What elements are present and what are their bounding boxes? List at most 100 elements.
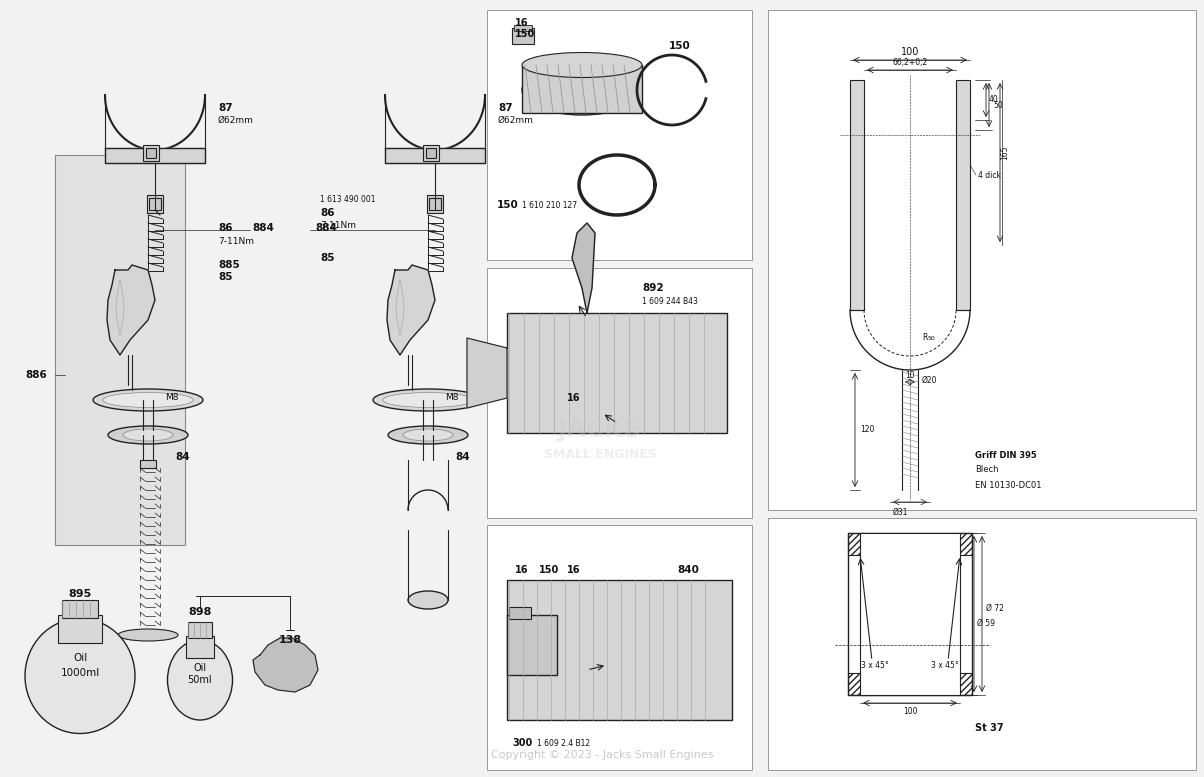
Text: 16: 16 <box>515 18 529 28</box>
Polygon shape <box>467 338 507 408</box>
Bar <box>848 673 972 695</box>
Bar <box>850 80 864 310</box>
Ellipse shape <box>104 392 193 407</box>
Bar <box>188 622 212 638</box>
Bar <box>486 525 752 770</box>
Text: 840: 840 <box>677 565 698 575</box>
Bar <box>860 533 960 695</box>
Text: 7-11Nm: 7-11Nm <box>218 236 254 246</box>
Text: SMALL ENGINES: SMALL ENGINES <box>543 448 656 462</box>
Text: 1 613 490 001: 1 613 490 001 <box>320 196 376 204</box>
Text: 884: 884 <box>315 223 337 233</box>
Ellipse shape <box>108 426 188 444</box>
Bar <box>426 148 436 158</box>
Text: 85: 85 <box>320 253 335 263</box>
Bar <box>61 600 98 618</box>
Text: Ø62mm: Ø62mm <box>498 116 533 124</box>
Bar <box>507 615 557 675</box>
Bar <box>768 518 1196 770</box>
Text: 40: 40 <box>988 96 999 104</box>
Bar <box>486 10 752 260</box>
Text: M8: M8 <box>165 393 178 402</box>
Bar <box>143 145 159 161</box>
Text: 885: 885 <box>218 260 240 270</box>
Text: 84: 84 <box>175 452 189 462</box>
Bar <box>423 145 439 161</box>
Text: 150: 150 <box>497 200 519 210</box>
Bar <box>147 195 163 213</box>
Bar <box>523 65 642 113</box>
Text: 1 610 210 127: 1 610 210 127 <box>523 200 577 210</box>
Polygon shape <box>572 223 595 313</box>
Text: 1000ml: 1000ml <box>60 668 100 678</box>
Text: 138: 138 <box>278 635 301 645</box>
Bar <box>514 25 532 31</box>
Ellipse shape <box>93 389 203 411</box>
Text: 300: 300 <box>512 738 532 748</box>
Text: 886: 886 <box>25 370 47 380</box>
Text: St 37: St 37 <box>975 723 1004 733</box>
Bar <box>146 148 157 158</box>
Text: Ø 72: Ø 72 <box>986 604 1004 612</box>
Ellipse shape <box>167 640 232 720</box>
Polygon shape <box>385 148 485 163</box>
Bar <box>140 460 157 468</box>
Text: 892: 892 <box>642 283 663 293</box>
Text: Griff DIN 395: Griff DIN 395 <box>975 451 1037 459</box>
Text: 86: 86 <box>320 208 335 218</box>
Ellipse shape <box>408 591 448 609</box>
Text: 100: 100 <box>901 47 919 57</box>
Text: M8: M8 <box>445 393 459 402</box>
Bar <box>429 198 441 210</box>
Text: 884: 884 <box>252 223 273 233</box>
Polygon shape <box>107 265 155 355</box>
Polygon shape <box>253 638 318 692</box>
Text: 84: 84 <box>455 452 470 462</box>
Text: 1 609 244 B43: 1 609 244 B43 <box>642 297 698 305</box>
Ellipse shape <box>523 53 642 78</box>
Text: 150: 150 <box>539 565 559 575</box>
Bar <box>512 28 535 44</box>
Bar <box>149 198 161 210</box>
Text: 10: 10 <box>905 371 915 379</box>
Bar <box>509 607 531 619</box>
Text: 50: 50 <box>993 100 1003 110</box>
Bar <box>768 10 1196 510</box>
Text: 150: 150 <box>515 29 536 39</box>
Text: 898: 898 <box>188 607 212 617</box>
Ellipse shape <box>523 65 642 115</box>
Text: 165: 165 <box>1001 145 1009 160</box>
Bar <box>507 580 732 720</box>
Text: EN 10130-DC01: EN 10130-DC01 <box>975 480 1041 490</box>
Bar <box>55 155 185 545</box>
Text: 3 x 45°: 3 x 45° <box>931 660 958 670</box>
Text: Ø 59: Ø 59 <box>976 618 995 628</box>
Text: 1 609 2.4 B12: 1 609 2.4 B12 <box>537 738 590 747</box>
Text: 4 dick: 4 dick <box>978 170 1001 179</box>
Text: Ø31: Ø31 <box>892 507 908 517</box>
Ellipse shape <box>373 389 483 411</box>
Text: Blech: Blech <box>975 465 998 475</box>
Text: 16: 16 <box>567 393 580 403</box>
Ellipse shape <box>383 392 473 407</box>
Bar <box>185 636 214 658</box>
Text: 120: 120 <box>860 426 874 434</box>
Text: JACKS: JACKS <box>557 418 642 442</box>
Bar <box>956 80 970 310</box>
Bar <box>486 268 752 518</box>
Ellipse shape <box>403 429 453 441</box>
Bar <box>848 533 972 555</box>
Text: Ø20: Ø20 <box>922 375 938 385</box>
Text: 16: 16 <box>567 565 580 575</box>
Text: 87: 87 <box>498 103 513 113</box>
Text: R: R <box>922 333 927 343</box>
Text: Copyright © 2023 - Jacks Small Engines: Copyright © 2023 - Jacks Small Engines <box>491 750 713 760</box>
Polygon shape <box>105 148 205 163</box>
Text: 7-11Nm: 7-11Nm <box>320 221 356 231</box>
Text: 150: 150 <box>669 41 691 51</box>
Text: 16: 16 <box>515 565 529 575</box>
Bar <box>58 615 102 643</box>
Text: 895: 895 <box>69 589 92 599</box>
Text: 66,2+0,2: 66,2+0,2 <box>892 58 927 68</box>
Text: 100: 100 <box>903 708 917 716</box>
